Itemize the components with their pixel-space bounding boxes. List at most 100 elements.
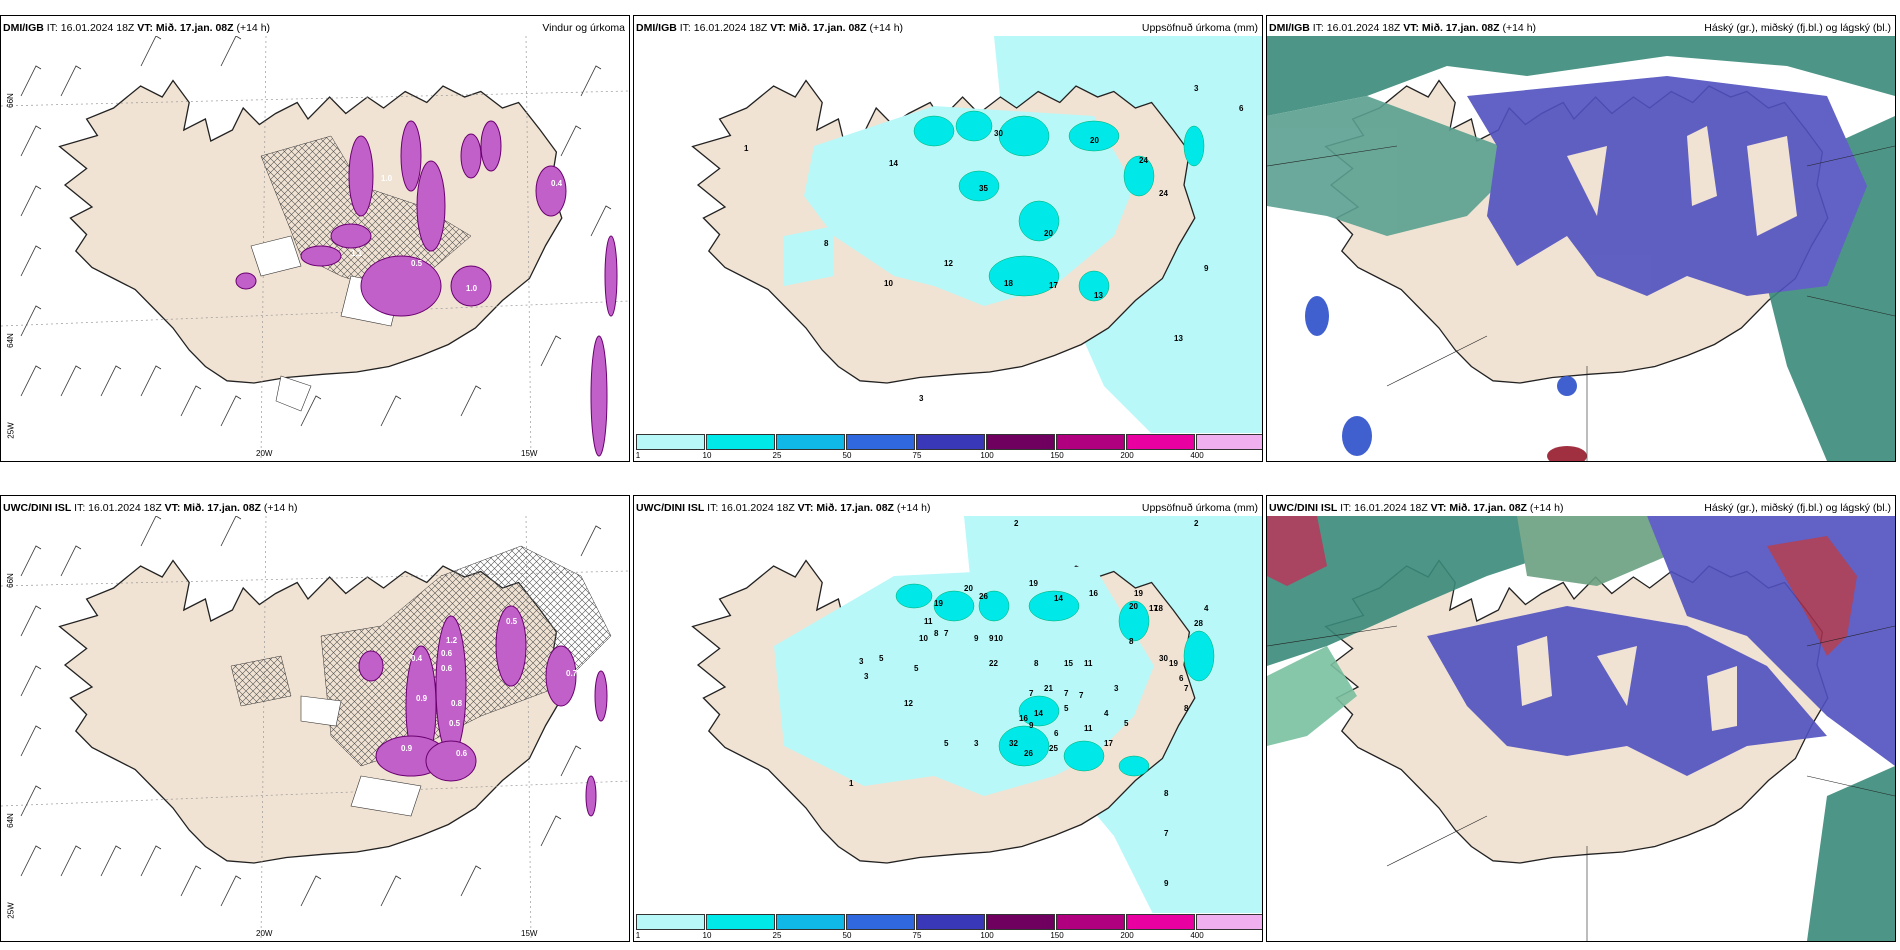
precip-value: 15 [1064,659,1073,668]
wind-value: 0.6 [441,649,453,658]
wind-value: 0.9 [416,694,428,703]
lon-label-25: 25W [6,902,16,919]
precip-value: 21 [1044,684,1053,693]
precip-value: 13 [1094,291,1103,300]
precip-value: 12 [944,259,953,268]
precip-value: 17 [1149,604,1158,613]
precip-value: 5 [944,739,949,748]
precip-value: 2 [1014,519,1019,528]
precip-value: 10 [884,279,893,288]
panel-uwc-precip: UWC/DINI ISL IT: 16.01.2024 18Z VT: Mið.… [633,495,1263,942]
colorbar-swatch [776,434,845,450]
colorbar-swatch [846,914,915,930]
precip-value: 3 [1114,684,1119,693]
precip-value: 20 [1090,136,1099,145]
precip-value: 8 [934,629,939,638]
precip-value: 8 [824,239,829,248]
precip-value: 7 [944,629,949,638]
colorbar-tick: 25 [772,451,782,460]
precip-value: 3 [859,657,864,666]
lat-label-64: 64N [5,813,15,828]
precip-value: 11 [1084,659,1093,668]
colorbar-tick: 100 [980,931,994,940]
precip-value: 9 [1204,264,1209,273]
precip-value: 19 [934,599,943,608]
precip-value: 7 [1064,689,1069,698]
colorbar-swatch [916,914,985,930]
precip-value: 16 [1089,589,1098,598]
precip-colorbar: 1 10 25 50 75 100 150 200 400 [634,433,1262,461]
precip-value: 4 [1204,604,1209,613]
colorbar-tick: 50 [842,451,852,460]
wind-value: 1.1 [351,249,363,258]
precip-value: 16 [1019,714,1028,723]
precip-value: 26 [1024,749,1033,758]
colorbar-swatch [986,914,1055,930]
panel-dmi-cloud: DMI/IGB IT: 16.01.2024 18Z VT: Mið. 17.j… [1266,15,1896,462]
panel-title: DMI/IGB IT: 16.01.2024 18Z VT: Mið. 17.j… [1269,22,1537,34]
panel-dmi-precip: DMI/IGB IT: 16.01.2024 18Z VT: Mið. 17.j… [633,15,1263,462]
precip-value: 9 [989,634,994,643]
precip-value: 11 [1084,724,1093,733]
precip-value: 5 [879,654,884,663]
panel-title: DMI/IGB IT: 16.01.2024 18Z VT: Mið. 17.j… [3,22,271,34]
lat-label-66: 66N [5,573,15,588]
precip-value: 10 [919,634,928,643]
precip-value: 9 [1164,879,1169,888]
precip-value: 12 [904,699,913,708]
colorbar-tick: 50 [842,931,852,940]
precip-value: 22 [989,659,998,668]
precip-value: 8 [1129,637,1134,646]
colorbar-tick: 75 [912,451,922,460]
precip-value: 20 [1044,229,1053,238]
colorbar-tick: 200 [1120,451,1134,460]
precip-value: 14 [1034,709,1043,718]
colorbar-swatch [986,434,1055,450]
precip-value: 17 [1104,739,1113,748]
precip-value: 13 [1174,334,1183,343]
colorbar-swatch [1056,914,1125,930]
colorbar-swatch [1126,914,1195,930]
wind-value: 0.9 [401,744,413,753]
panel-title: UWC/DINI ISL IT: 16.01.2024 18Z VT: Mið.… [636,502,931,514]
precip-value: 25 [1049,744,1058,753]
panel-product: Uppsöfnuð úrkoma (mm) [1141,502,1258,514]
precip-value: 5 [1124,719,1129,728]
colorbar-swatch [636,914,705,930]
wind-value: 0.5 [449,719,461,728]
wind-value: 0.8 [451,699,463,708]
colorbar-tick: 1 [635,931,641,940]
colorbar-tick: 150 [1050,451,1064,460]
precip-value: 14 [889,159,898,168]
colorbar-tick: 400 [1190,451,1204,460]
precip-value: 35 [979,184,988,193]
colorbar-swatches [636,914,1262,930]
panel-product: Háský (gr.), miðský (fj.bl.) og lágský (… [1704,502,1891,514]
precip-value: 8 [1184,704,1189,713]
precip-value: 28 [1194,619,1203,628]
precip-value: 14 [1054,594,1063,603]
precip-value: 24 [1159,189,1168,198]
wind-value: 1.0 [466,284,478,293]
precip-value: 7 [1079,691,1084,700]
colorbar-tick: 150 [1050,931,1064,940]
precip-value: 8 [1164,789,1169,798]
colorbar-swatch [916,434,985,450]
precip-value: 30 [1159,654,1168,663]
lon-label-25: 25W [6,422,16,439]
wind-value: 0.5 [411,259,423,268]
wind-value: 1.2 [446,636,458,645]
precip-value: 6 [1054,729,1059,738]
precip-value: 24 [1139,156,1148,165]
colorbar-swatch [636,434,705,450]
colorbar-swatch [776,914,845,930]
colorbar-tick: 1 [635,451,641,460]
precip-value: 10 [994,634,1003,643]
precip-value: 32 [1009,739,1018,748]
lon-label-20: 20W [256,449,273,458]
precip-value: 20 [1129,602,1138,611]
precip-value: 7 [1184,684,1189,693]
panel-title: DMI/IGB IT: 16.01.2024 18Z VT: Mið. 17.j… [636,22,904,34]
